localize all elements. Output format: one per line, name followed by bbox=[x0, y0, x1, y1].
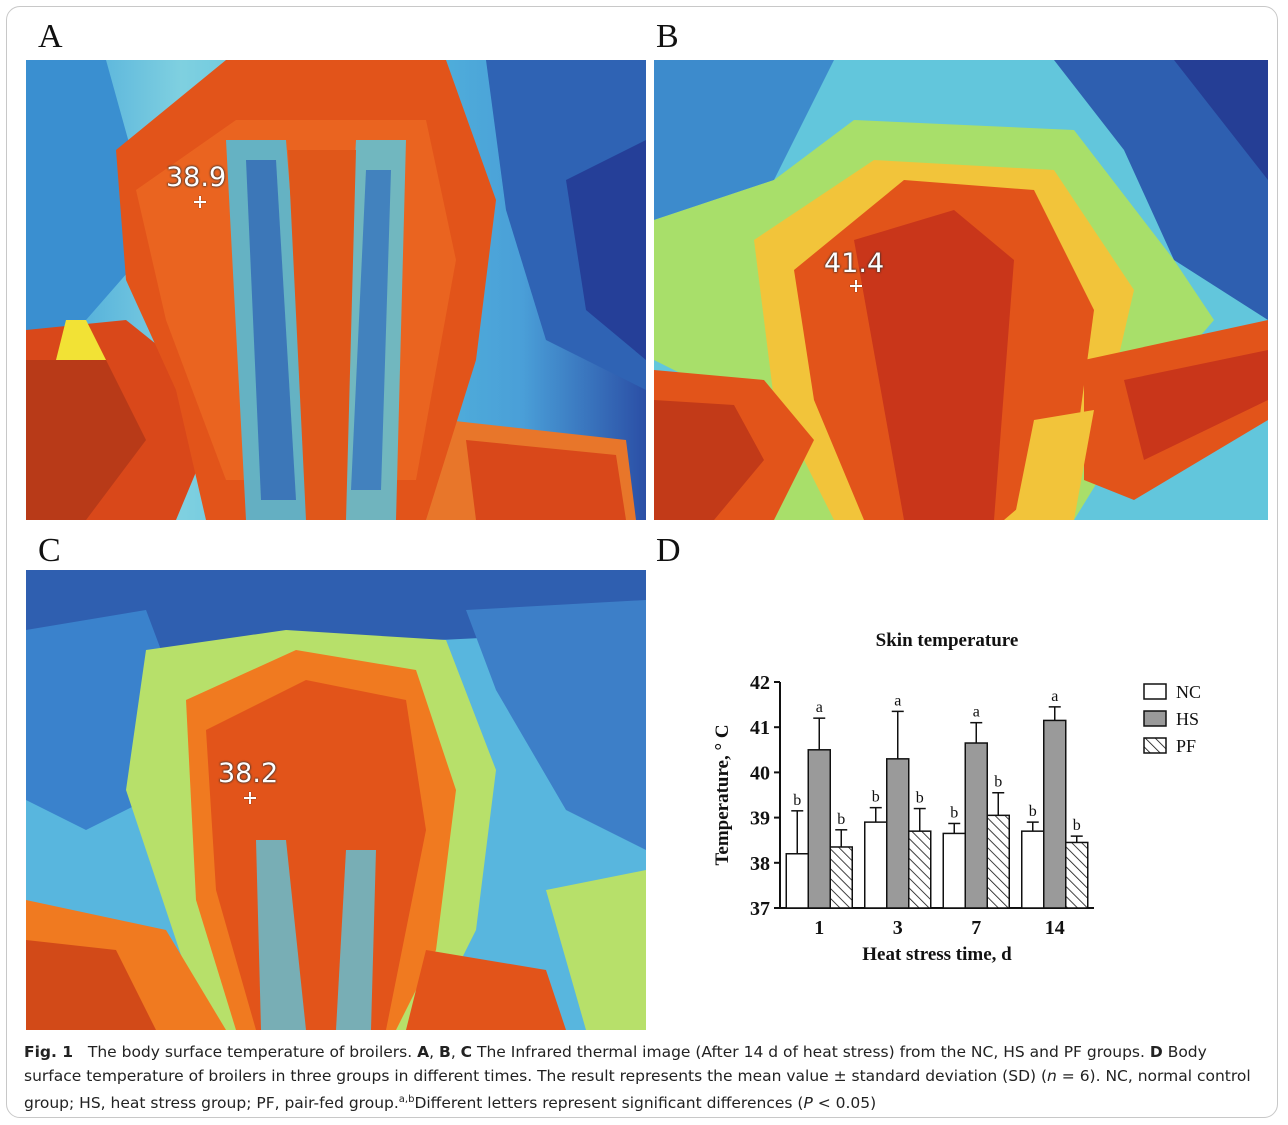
y-axis-label: Temperature, ° C bbox=[712, 724, 733, 865]
bar-hs bbox=[886, 758, 910, 909]
legend-label-pf: PF bbox=[1176, 736, 1196, 756]
significance-letter: a bbox=[973, 704, 980, 721]
bar-hs bbox=[964, 742, 988, 909]
significance-letter: b bbox=[837, 811, 845, 828]
thermal-image-b bbox=[654, 60, 1268, 520]
bar-nc bbox=[864, 821, 888, 909]
caption-abc-text: The Infrared thermal image (After 14 d o… bbox=[477, 1043, 1145, 1061]
bar-pf bbox=[908, 830, 932, 909]
legend-label-hs: HS bbox=[1176, 709, 1199, 729]
figure-caption: Fig. 1 The body surface temperature of b… bbox=[24, 1043, 1251, 1113]
temperature-readout-c: 38.2 bbox=[218, 758, 279, 789]
legend-label-nc: NC bbox=[1176, 682, 1201, 702]
significance-letter: b bbox=[872, 789, 880, 806]
panel-d-letter: D bbox=[656, 532, 681, 569]
panel-c-letter: C bbox=[38, 532, 61, 569]
significance-letter: a bbox=[894, 692, 901, 709]
crosshair-icon bbox=[850, 280, 862, 292]
temperature-readout-a: 38.9 bbox=[166, 162, 227, 193]
bar-pf bbox=[986, 814, 1010, 909]
significance-letter: a bbox=[1051, 688, 1058, 705]
x-tick-label: 14 bbox=[1045, 917, 1065, 939]
panel-a-letter: A bbox=[38, 18, 63, 55]
significance-letter: b bbox=[793, 792, 801, 809]
thermal-image-a bbox=[26, 60, 646, 520]
caption-d-text-3: Different letters represent significant … bbox=[414, 1094, 804, 1113]
x-tick-label: 3 bbox=[893, 917, 903, 939]
bar-nc bbox=[1021, 830, 1045, 909]
bar-hs bbox=[1043, 719, 1067, 909]
caption-ref-d: D bbox=[1149, 1043, 1163, 1061]
crosshair-icon bbox=[244, 792, 256, 804]
significance-letter: b bbox=[994, 774, 1002, 791]
crosshair-icon bbox=[194, 196, 206, 208]
caption-intro: The body surface temperature of broilers… bbox=[87, 1043, 413, 1061]
caption-superscript: a,b bbox=[398, 1094, 415, 1105]
caption-d-text-4: < 0.05) bbox=[812, 1094, 877, 1113]
caption-n: n bbox=[1047, 1067, 1057, 1085]
temperature-readout-b: 41.4 bbox=[824, 248, 885, 279]
caption-ref-c: C bbox=[460, 1043, 473, 1061]
bar-hs bbox=[807, 749, 831, 909]
caption-p: P bbox=[803, 1094, 813, 1113]
bar-pf bbox=[829, 846, 853, 909]
caption-d-text-1: Body surface temperature of broilers in … bbox=[24, 1043, 1207, 1085]
skin-temperature-chart: Skin temperature373839404142Temperature,… bbox=[712, 630, 1201, 965]
significance-letter: b bbox=[1029, 803, 1037, 820]
x-axis-label: Heat stress time, d bbox=[862, 944, 1012, 965]
y-tick-label: 37 bbox=[750, 898, 770, 920]
x-tick-label: 7 bbox=[971, 917, 981, 939]
significance-letter: b bbox=[916, 790, 924, 807]
y-tick-label: 40 bbox=[750, 762, 770, 784]
significance-letter: a bbox=[816, 699, 823, 716]
y-tick-label: 39 bbox=[750, 808, 770, 830]
bar-nc bbox=[942, 832, 966, 909]
significance-letter: b bbox=[950, 804, 958, 821]
legend-swatch-nc bbox=[1143, 683, 1167, 700]
caption-ref-a: A bbox=[417, 1043, 430, 1061]
y-tick-label: 38 bbox=[750, 853, 770, 875]
x-tick-label: 1 bbox=[814, 917, 824, 939]
y-tick-label: 41 bbox=[750, 717, 770, 739]
bar-pf bbox=[1065, 841, 1089, 909]
figure-label: Fig. 1 bbox=[24, 1043, 74, 1061]
y-tick-label: 42 bbox=[750, 672, 770, 694]
chart-title: Skin temperature bbox=[876, 630, 1019, 651]
bar-nc bbox=[785, 853, 809, 909]
legend-swatch-pf bbox=[1143, 737, 1167, 754]
panel-b-letter: B bbox=[656, 18, 679, 55]
legend-swatch-hs bbox=[1143, 710, 1167, 727]
significance-letter: b bbox=[1073, 817, 1081, 834]
caption-d-text-2: = 6). NC, normal control group; HS, heat… bbox=[24, 1067, 1251, 1113]
caption-ref-b: B bbox=[438, 1043, 451, 1061]
thermal-image-c bbox=[26, 570, 646, 1030]
